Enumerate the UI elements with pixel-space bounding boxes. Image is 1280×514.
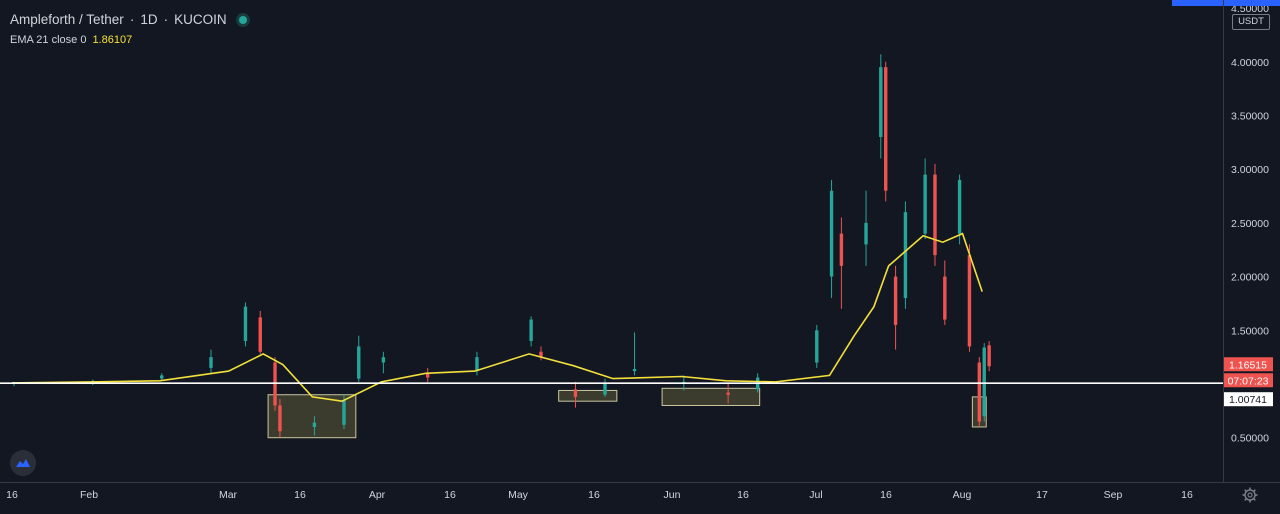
candle-body [943,276,947,320]
time-tick-label: 16 [737,489,749,501]
time-tick-label: Jul [809,489,822,501]
price-tick-label: 2.00000 [1231,272,1269,284]
price-tags: 1.16515 07:07:23 1.00741 [1223,357,1273,407]
price-scale-ticks: 4.50000 4.00000 3.50000 3.00000 2.50000 2.000… [1231,3,1269,445]
candle-body [312,422,317,427]
separator: · [129,12,135,27]
candle-body [957,179,962,234]
candle-body [829,190,834,277]
highlight-zone [661,387,761,406]
price-scale[interactable] [1223,0,1280,482]
time-tick-label: Aug [953,489,972,501]
symbol-title: Ampleforth / Tether [10,12,124,27]
indicator-label[interactable]: EMA 21 close 0 [10,34,87,46]
time-tick-label: Sep [1104,489,1123,501]
candle-body [839,233,844,266]
candle-body [726,392,730,395]
highlight-zone [267,394,357,439]
exchange-label: KUCOIN [174,12,227,27]
price-tick-label: 4.00000 [1231,57,1269,69]
candle-body [879,67,883,137]
time-tick-label: Apr [369,489,386,501]
candle-body [426,373,430,378]
interval-label[interactable]: 1D [140,12,158,27]
tradingview-logo-icon[interactable] [10,450,36,476]
candle-body [815,330,819,363]
price-tick-label: 1.50000 [1231,325,1269,337]
candle-body [342,400,346,425]
candle-body [381,357,386,363]
candle-body [475,357,479,372]
candle-body [903,212,908,299]
level-price-tag: 1.00741 [1229,394,1267,406]
candle-body [967,255,972,347]
price-tick-label: 2.50000 [1231,218,1269,230]
highlight-zone [558,389,618,402]
candle-body [278,405,282,432]
time-tick-label: 16 [1181,489,1193,501]
highlight-zones [267,387,987,439]
candle-body [529,319,533,342]
candle-body [982,347,986,417]
candle-body [884,67,888,191]
currency-label[interactable]: USDT [1232,14,1270,30]
candle-body [573,389,578,397]
time-tick-label: May [508,489,529,501]
top-accent-bar [1172,0,1280,6]
time-tick-label: Mar [219,489,238,501]
price-tick-label: 4.50000 [1231,3,1269,15]
gear-icon[interactable] [1242,487,1258,503]
time-tick-label: Feb [80,489,98,501]
candle-body [357,346,361,379]
time-tick-label: 16 [6,489,18,501]
candle-body [893,276,898,325]
candle-body [977,362,981,422]
candle-body [539,351,543,358]
candle-body [632,368,637,372]
level-price-tag-bg [1223,392,1273,407]
countdown-tag: 07:07:23 [1228,375,1269,387]
last-price-tag-bg [1223,357,1273,372]
candle-body [160,375,164,379]
candle-body [864,222,868,245]
price-tick-label: 3.00000 [1231,164,1269,176]
ema-line [11,232,983,403]
candle-body [923,174,927,234]
time-tick-label: Jun [664,489,681,501]
candle-body [243,306,248,342]
time-tick-label: 16 [880,489,892,501]
candle-body [987,345,991,367]
indicator-value: 1.86107 [92,34,133,46]
price-tick-label: 0.50000 [1231,433,1269,445]
candle-body [209,357,213,368]
time-tick-label: 16 [294,489,306,501]
time-axis-ticks: 16 Feb Mar 16 Apr 16 May 16 Jun 16 Jul 16 Aug 17 Sep 16 [6,489,1193,501]
price-tick-label: 3.50000 [1231,111,1269,123]
countdown-tag-bg [1223,373,1273,388]
time-tick-label: 16 [444,489,456,501]
last-price-tag: 1.16515 [1229,359,1267,371]
separator: · [163,12,169,27]
chart-legend: Ampleforth / Tether · 1D · KUCOIN EMA 21… [10,12,247,46]
candle-body [258,317,262,352]
candle-body [933,174,937,256]
candle-body [603,384,607,395]
time-tick-label: 16 [588,489,600,501]
time-axis[interactable] [0,482,1280,514]
market-status-icon[interactable] [238,15,247,24]
time-tick-label: 17 [1036,489,1048,501]
